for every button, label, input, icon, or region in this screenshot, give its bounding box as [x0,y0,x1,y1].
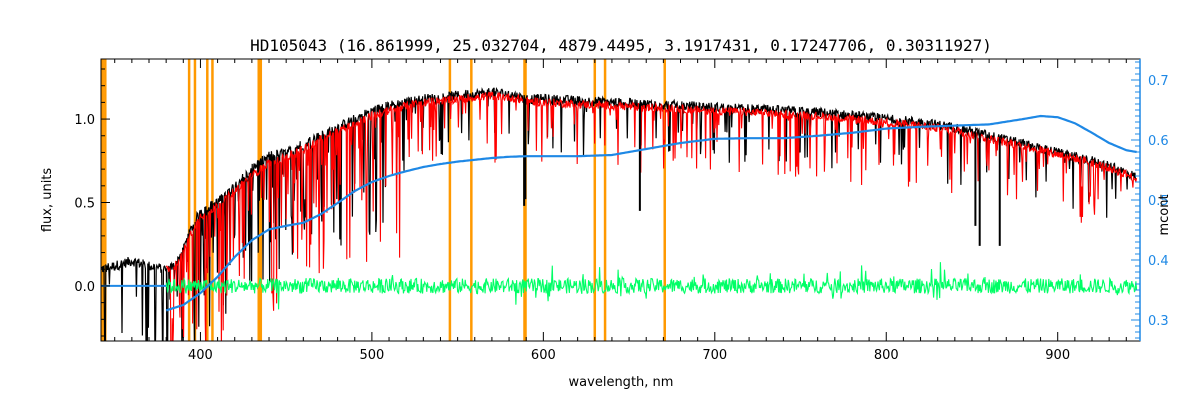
y-axis-right: 0.3 0.4 0.5 0.6 0.7 [1131,59,1169,341]
x-axis-label: wavelength, nm [569,375,674,390]
plot-area [101,59,1138,341]
y-axis-left: 0.0 0.5 1.0 [74,68,110,337]
model-spectrum-line [165,91,1138,341]
y-tick-label: 0.5 [74,197,95,212]
observed-spectrum-line [101,86,1137,341]
residual-points [165,262,1138,310]
x-tick-label: 500 [359,348,384,363]
x-tick-label: 600 [531,348,556,363]
y-tick-label: 0.0 [74,280,95,295]
y2-axis-label: mcont [1157,194,1172,235]
y2-tick-label: 0.3 [1148,314,1169,329]
x-tick-label: 700 [702,348,727,363]
x-axis: 400 500 600 700 800 900 [114,59,1127,363]
y2-tick-label: 0.4 [1148,254,1169,269]
y2-tick-label: 0.5 [1148,194,1169,209]
y2-tick-label: 0.7 [1148,74,1169,89]
y-tick-label: 1.0 [74,113,95,128]
continuum-line [165,114,1137,312]
y-axis-label: flux, units [40,168,55,233]
chart-title: HD105043 (16.861999, 25.032704, 4879.449… [250,36,992,55]
y2-tick-label: 0.6 [1148,134,1169,149]
x-tick-label: 900 [1045,348,1070,363]
x-tick-label: 400 [188,348,213,363]
x-tick-label: 800 [874,348,899,363]
